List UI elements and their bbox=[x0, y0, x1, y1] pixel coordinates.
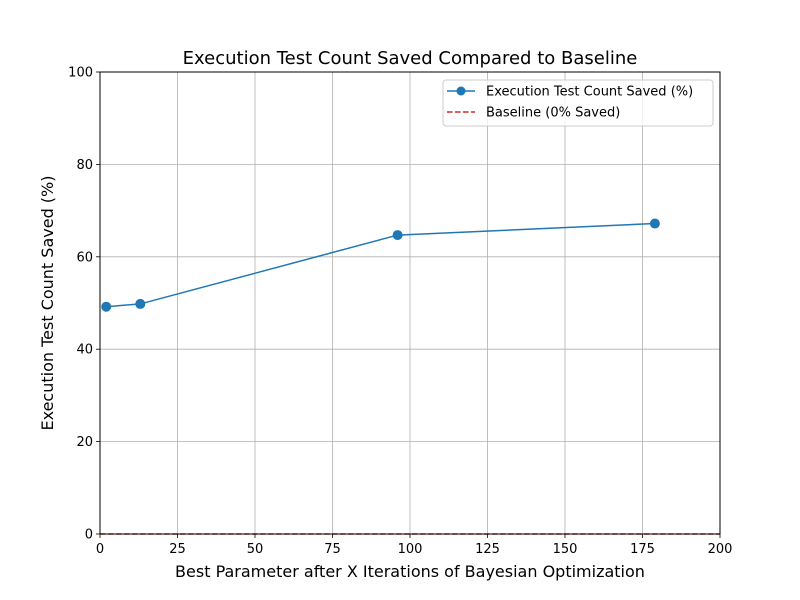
x-tick-label: 200 bbox=[708, 542, 733, 557]
legend-box bbox=[442, 79, 714, 127]
data-point bbox=[101, 301, 112, 312]
y-tick-label: 60 bbox=[76, 250, 93, 265]
x-tick-label: 150 bbox=[553, 542, 578, 557]
chart-title: Execution Test Count Saved Compared to B… bbox=[183, 48, 638, 69]
x-tick-label: 125 bbox=[475, 542, 500, 557]
ticks: 0 25 50 75 100 125 150 175 200 0 20 40 60 80 100 bbox=[68, 66, 732, 558]
x-tick-label: 25 bbox=[169, 542, 186, 557]
data-point bbox=[649, 218, 660, 229]
data-series bbox=[101, 218, 660, 312]
data-point bbox=[392, 230, 403, 241]
x-tick-label: 175 bbox=[630, 542, 655, 557]
x-axis-label: Best Parameter after X Iterations of Bay… bbox=[175, 562, 645, 581]
y-tick-label: 80 bbox=[76, 158, 93, 173]
legend-label-baseline: Baseline (0% Saved) bbox=[486, 106, 620, 121]
x-tick-label: 75 bbox=[324, 542, 341, 557]
y-tick-label: 100 bbox=[68, 66, 93, 81]
legend: Execution Test Count Saved (%) Baseline … bbox=[442, 79, 714, 127]
series-line bbox=[106, 222, 655, 308]
y-tick-label: 20 bbox=[76, 435, 93, 450]
legend-marker-execution bbox=[456, 86, 466, 96]
x-tick-label: 100 bbox=[398, 542, 423, 557]
x-tick-label: 0 bbox=[96, 542, 104, 557]
grid bbox=[99, 71, 721, 535]
y-tick-label: 40 bbox=[76, 343, 93, 358]
legend-label-execution: Execution Test Count Saved (%) bbox=[486, 85, 693, 100]
data-point bbox=[135, 298, 146, 309]
y-axis-label: Execution Test Count Saved (%) bbox=[38, 176, 57, 431]
x-tick-label: 50 bbox=[247, 542, 264, 557]
y-tick-label: 0 bbox=[85, 528, 93, 543]
